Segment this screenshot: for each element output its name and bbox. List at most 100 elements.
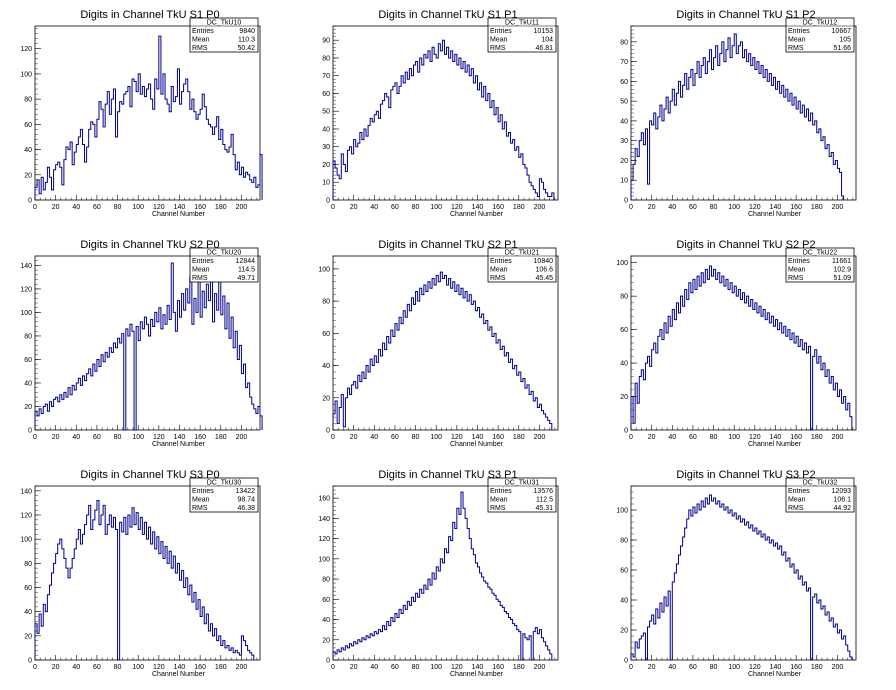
x-tick-label: 100 xyxy=(132,664,144,671)
x-tick-label: 140 xyxy=(770,434,782,441)
chart-title: Digits in Channel TkU S1 P0 xyxy=(80,9,219,21)
x-tick-label: 0 xyxy=(33,664,37,671)
stats-key: Entries xyxy=(192,488,214,495)
x-tick-label: 180 xyxy=(811,434,823,441)
x-tick-label: 80 xyxy=(114,434,122,441)
x-tick-label: 20 xyxy=(350,434,358,441)
histogram-svg: Digits in Channel TkU S3 P0 0 20 40 60 80 100 1… xyxy=(20,469,261,678)
y-tick-label: 140 xyxy=(20,488,32,495)
stats-value: 44.92 xyxy=(833,505,851,512)
stats-value: 110.3 xyxy=(238,37,255,44)
stats-name: DC_TkU12 xyxy=(803,20,838,27)
stats-key: Mean xyxy=(788,497,806,504)
y-tick-label: 80 xyxy=(620,294,628,301)
x-axis-label: Channel Number xyxy=(748,211,802,218)
x-tick-label: 20 xyxy=(648,204,656,211)
stats-box xyxy=(785,477,855,513)
x-tick-label: 180 xyxy=(513,204,525,211)
histogram-panel: Digits in Channel TkU S2 P1 0 20 40 60 80 100 1… xyxy=(298,230,596,460)
x-tick-label: 60 xyxy=(689,434,697,441)
y-tick-label: 40 xyxy=(322,126,330,133)
x-tick-label: 40 xyxy=(72,664,80,671)
y-tick-label: 0 xyxy=(28,428,32,435)
stats-key: RMS xyxy=(490,505,506,512)
x-tick-label: 200 xyxy=(236,204,248,211)
y-tick-label: 100 xyxy=(616,260,628,267)
y-tick-label: 100 xyxy=(616,508,628,515)
x-tick-label: 20 xyxy=(648,664,656,671)
histogram-svg: Digits in Channel TkU S3 P2 0 20 40 60 80 100 1… xyxy=(616,469,857,678)
x-tick-label: 100 xyxy=(430,204,442,211)
x-tick-label: 20 xyxy=(350,664,358,671)
x-tick-label: 40 xyxy=(72,204,80,211)
y-tick-label: 0 xyxy=(624,658,628,665)
x-tick-label: 180 xyxy=(811,664,823,671)
x-tick-label: 180 xyxy=(513,434,525,441)
stats-key: RMS xyxy=(192,505,208,512)
y-tick-label: 100 xyxy=(20,537,32,544)
x-tick-label: 120 xyxy=(749,434,761,441)
y-tick-label: 60 xyxy=(24,122,32,129)
histogram-svg: Digits in Channel TkU S1 P20 20 40 60 80 100 1… xyxy=(620,9,857,218)
plot-frame xyxy=(630,485,857,661)
y-tick-label: 80 xyxy=(24,333,32,340)
stats-value: 13576 xyxy=(534,488,554,495)
histogram-series xyxy=(630,494,853,661)
stats-key: RMS xyxy=(788,45,804,52)
histogram-series xyxy=(332,491,553,661)
x-tick-label: 100 xyxy=(728,204,740,211)
x-tick-label: 60 xyxy=(93,434,101,441)
y-tick-label: 60 xyxy=(620,327,628,334)
x-tick-label: 140 xyxy=(174,204,186,211)
y-tick-label: 30 xyxy=(322,144,330,151)
y-tick-label: 120 xyxy=(20,513,32,520)
stats-key: Mean xyxy=(490,497,508,504)
x-tick-label: 40 xyxy=(370,664,378,671)
stats-key: Entries xyxy=(788,28,810,35)
plot-frame xyxy=(332,255,559,431)
stats-key: RMS xyxy=(192,45,208,52)
x-axis-label: Channel Number xyxy=(152,211,206,218)
y-tick-label: 0 xyxy=(624,198,628,205)
x-tick-label: 160 xyxy=(492,664,504,671)
y-tick-label: 20 xyxy=(620,158,628,165)
x-tick-label: 80 xyxy=(412,664,420,671)
stats-key: Mean xyxy=(192,497,210,504)
y-tick-label: 60 xyxy=(322,597,330,604)
chart-title: Digits in Channel TkU S3 P2 xyxy=(676,469,815,481)
stats-key: Entries xyxy=(490,488,512,495)
stats-name: DC_TkU22 xyxy=(803,250,838,257)
stats-value: 46.81 xyxy=(535,45,553,52)
stats-key: Entries xyxy=(192,28,214,35)
histogram-series xyxy=(630,265,853,431)
x-tick-label: 160 xyxy=(790,204,802,211)
x-tick-label: 140 xyxy=(770,664,782,671)
stats-key: Mean xyxy=(490,267,508,274)
y-tick-label: 0 xyxy=(326,658,330,665)
stats-value: 11661 xyxy=(832,258,851,265)
stats-value: 10840 xyxy=(534,258,554,265)
x-tick-label: 100 xyxy=(728,434,740,441)
y-tick-label: 60 xyxy=(620,568,628,575)
histogram-series xyxy=(34,35,263,200)
y-tick-label: 80 xyxy=(620,538,628,545)
x-tick-label: 100 xyxy=(430,434,442,441)
stats-value: 45.31 xyxy=(535,505,553,512)
x-tick-label: 160 xyxy=(790,434,802,441)
y-tick-label: 40 xyxy=(24,380,32,387)
stats-value: 10153 xyxy=(534,28,554,35)
y-tick-label: 10 xyxy=(620,178,628,185)
stats-value: 98.74 xyxy=(237,497,255,504)
plot-frame xyxy=(332,25,559,201)
stats-value: 45.45 xyxy=(535,275,553,282)
histogram-panel: Digits in Channel TkU S3 P2 0 20 40 60 80 100 1… xyxy=(596,460,894,690)
stats-name: DC_TkU21 xyxy=(505,250,540,257)
x-tick-label: 180 xyxy=(215,204,227,211)
y-tick-label: 100 xyxy=(318,266,330,273)
x-tick-label: 120 xyxy=(451,434,463,441)
histogram-series xyxy=(630,33,845,200)
x-tick-label: 20 xyxy=(52,664,60,671)
y-tick-label: 40 xyxy=(322,363,330,370)
x-tick-label: 100 xyxy=(728,664,740,671)
stats-box xyxy=(189,477,259,513)
